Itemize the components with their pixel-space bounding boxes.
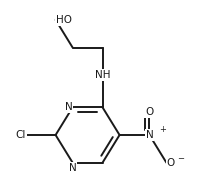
Text: N: N [69,163,76,173]
Text: N: N [145,130,153,140]
Text: Cl: Cl [15,130,26,140]
Text: N: N [65,102,72,112]
Text: +: + [159,125,166,134]
Text: O: O [166,158,174,168]
Text: −: − [177,154,184,163]
Text: HO: HO [55,15,71,25]
Text: NH: NH [94,70,110,80]
Text: O: O [145,107,153,117]
